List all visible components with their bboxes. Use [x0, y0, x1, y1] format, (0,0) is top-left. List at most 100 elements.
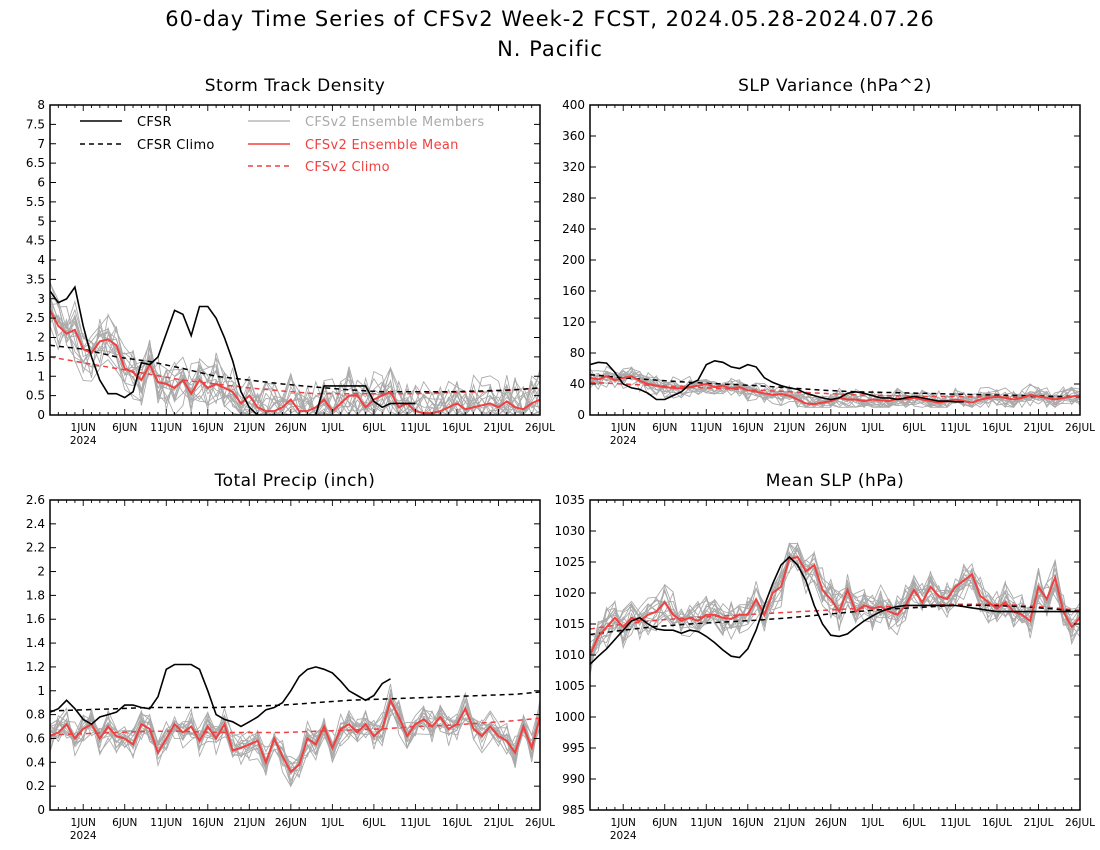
y-tick-label: 40: [570, 377, 585, 391]
y-tick-label: 0: [577, 408, 585, 422]
x-tick-label: 21JUN: [773, 422, 805, 434]
ensemble-member-line: [50, 310, 540, 415]
x-tick-label: 11JUL: [400, 817, 430, 829]
x-year-label: 2024: [610, 435, 637, 447]
legend: CFSR CFSR Climo CFSv2 Ensemble Members CFSv…: [80, 115, 484, 175]
figure-title: 60-day Time Series of CFSv2 Week-2 FCST,…: [165, 7, 934, 31]
cfsv2-ensemble-mean-line: [590, 555, 1080, 656]
x-tick-label: 1JUL: [861, 817, 884, 829]
y-tick-label: 1.5: [26, 350, 45, 364]
y-tick-label: 120: [562, 315, 585, 329]
y-tick-label: 320: [562, 160, 585, 174]
cfsr-climo-line: [590, 373, 1080, 398]
legend-label: CFSv2 Ensemble Mean: [305, 138, 459, 153]
x-tick-label: 1JUN: [611, 422, 636, 434]
y-tick-label: 0: [37, 803, 45, 817]
x-tick-label: 21JUL: [483, 817, 513, 829]
legend-label: CFSv2 Ensemble Members: [305, 115, 484, 130]
y-tick-label: 5.5: [26, 195, 45, 209]
y-tick-label: 4.5: [26, 234, 45, 248]
y-tick-label: 360: [562, 129, 585, 143]
y-tick-label: 0.8: [26, 708, 45, 722]
x-tick-label: 21JUN: [773, 817, 805, 829]
y-tick-label: 1010: [554, 648, 585, 662]
plot-frame: [49, 104, 541, 416]
panel-3: Total Precip (inch) 0 0.2 0.4 0.6 0.8 1 1.2 1.4 1…: [26, 471, 555, 842]
y-tick-label: 400: [562, 98, 585, 112]
y-tick-label: 3.5: [26, 272, 45, 286]
y-tick-label: 1.8: [26, 588, 45, 602]
y-tick-label: 7: [37, 137, 45, 151]
x-tick-label: 1JUN: [611, 817, 636, 829]
x-tick-label: 11JUL: [400, 422, 430, 434]
ensemble-member-line: [50, 299, 540, 415]
x-tick-label: 1JUL: [321, 817, 344, 829]
y-tick-label: 4: [37, 253, 45, 267]
x-tick-label: 1JUN: [71, 817, 96, 829]
x-tick-label: 6JUN: [652, 422, 677, 434]
y-tick-label: 1025: [554, 555, 585, 569]
y-tick-label: 2: [37, 331, 45, 345]
y-tick-label: 2.2: [26, 541, 45, 555]
plot-frame: [589, 499, 1081, 811]
y-tick-label: 7.5: [26, 117, 45, 131]
panel-title: Mean SLP (hPa): [766, 471, 905, 491]
ensemble-member-line: [590, 543, 1080, 657]
plot-frame: [589, 104, 1081, 416]
y-tick-label: 1.6: [26, 612, 45, 626]
y-tick-label: 200: [562, 253, 585, 267]
x-tick-label: 16JUN: [192, 422, 224, 434]
x-tick-label: 16JUL: [442, 817, 472, 829]
y-tick-label: 1005: [554, 679, 585, 693]
cfsr-climo-line: [50, 691, 540, 712]
x-tick-label: 11JUN: [690, 817, 722, 829]
x-tick-label: 21JUN: [233, 422, 265, 434]
ensemble-member-line: [50, 311, 540, 415]
y-tick-label: 240: [562, 222, 585, 236]
x-tick-label: 26JUN: [815, 422, 847, 434]
x-tick-label: 16JUN: [732, 422, 764, 434]
panel-title: Total Precip (inch): [214, 471, 376, 491]
x-tick-label: 21JUN: [233, 817, 265, 829]
plot-area: [50, 281, 540, 415]
y-tick-label: 2.6: [26, 493, 45, 507]
x-year-label: 2024: [70, 435, 97, 447]
x-tick-label: 1JUL: [861, 422, 884, 434]
x-tick-label: 6JUL: [902, 422, 925, 434]
x-tick-label: 26JUL: [1065, 422, 1095, 434]
cfsr-climo-line: [590, 604, 1080, 636]
x-tick-label: 6JUN: [652, 817, 677, 829]
y-tick-label: 0.5: [26, 389, 45, 403]
x-tick-label: 26JUN: [275, 422, 307, 434]
cfsr-line: [50, 285, 416, 415]
legend-label: CFSR Climo: [137, 138, 215, 153]
x-tick-label: 26JUN: [275, 817, 307, 829]
plot-frame: [49, 499, 541, 811]
x-tick-label: 21JUL: [1023, 422, 1053, 434]
y-tick-label: 2: [37, 565, 45, 579]
y-tick-label: 2.4: [26, 517, 45, 531]
plot-area: [590, 359, 1080, 409]
ensemble-member-line: [50, 281, 540, 415]
cfsr-line: [50, 663, 391, 728]
ensemble-member-line: [50, 290, 540, 415]
y-tick-label: 6.5: [26, 156, 45, 170]
x-year-label: 2024: [70, 830, 97, 842]
y-tick-label: 3: [37, 292, 45, 306]
y-tick-label: 2.5: [26, 311, 45, 325]
y-tick-label: 1030: [554, 524, 585, 538]
x-tick-label: 1JUN: [71, 422, 96, 434]
ensemble-member-line: [590, 559, 1080, 674]
panel-title: SLP Variance (hPa^2): [738, 76, 932, 96]
x-tick-label: 6JUL: [362, 422, 385, 434]
x-tick-label: 21JUL: [1023, 817, 1053, 829]
x-tick-label: 16JUN: [192, 817, 224, 829]
x-tick-label: 16JUL: [982, 817, 1012, 829]
y-tick-label: 1000: [554, 710, 585, 724]
y-tick-label: 990: [562, 772, 585, 786]
cfsv2-ensemble-mean-line: [50, 309, 540, 415]
x-tick-label: 11JUN: [150, 422, 182, 434]
y-tick-label: 160: [562, 284, 585, 298]
